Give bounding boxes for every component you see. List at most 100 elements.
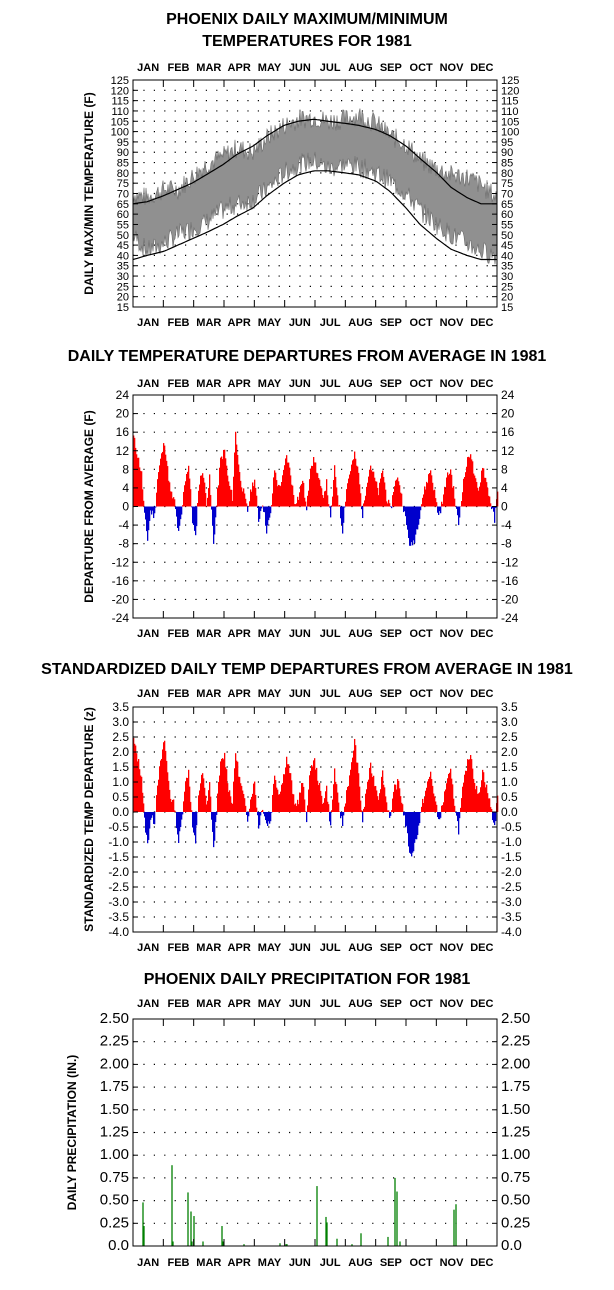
y-tick-label-left: 16	[116, 425, 130, 439]
departure-bar	[334, 465, 336, 507]
departure-bar	[410, 812, 412, 854]
departure-bar	[181, 812, 183, 820]
departure-bar	[258, 506, 260, 522]
departure-bar	[290, 773, 292, 812]
departure-bar	[277, 486, 279, 507]
departure-bar	[459, 812, 461, 819]
month-label-top: FEB	[168, 62, 190, 74]
departure-bar	[265, 506, 267, 526]
y-tick-label-right: 60	[501, 209, 513, 221]
departure-bar	[201, 774, 203, 812]
y-tick-label-left: 1.25	[100, 1124, 129, 1141]
departure-bar	[416, 812, 418, 840]
departure-bar	[298, 804, 300, 812]
y-tick-label-left: 3.0	[112, 715, 129, 729]
departure-bar	[230, 796, 232, 812]
departure-bar	[288, 764, 290, 812]
departure-bar	[236, 760, 238, 812]
departure-bar	[134, 437, 136, 507]
departure-bar	[379, 793, 381, 812]
y-tick-label-right: 95	[501, 137, 513, 149]
y-tick-label-left: 100	[111, 127, 129, 139]
departure-bar	[451, 778, 453, 812]
departure-bar	[183, 491, 185, 507]
departure-bar	[335, 476, 337, 507]
departure-bar	[495, 506, 497, 508]
departure-bar	[238, 776, 240, 812]
departure-bar	[333, 784, 335, 812]
departure-bar	[275, 472, 277, 507]
month-label-top: SEP	[380, 688, 402, 700]
departure-bar	[350, 769, 352, 812]
departure-bar	[171, 801, 173, 812]
departure-bar	[362, 812, 364, 823]
y-tick-label-right: 2.00	[501, 1055, 530, 1072]
departure-bar	[406, 812, 408, 826]
departure-bar	[388, 499, 390, 507]
departure-bar	[300, 792, 302, 812]
departure-bar	[229, 485, 231, 507]
departure-bar	[485, 787, 487, 812]
departure-bar	[148, 506, 150, 531]
departure-bar	[228, 791, 230, 812]
departure-bar	[447, 778, 449, 812]
departure-bar	[262, 505, 264, 507]
departure-bar	[157, 785, 159, 812]
month-label-top: NOV	[440, 688, 465, 700]
departure-bar	[430, 470, 432, 507]
chart-title: DAILY TEMPERATURE DEPARTURES FROM AVERAG…	[68, 348, 547, 365]
month-label-top: APR	[228, 378, 251, 390]
departure-bar	[300, 485, 302, 507]
departure-bar	[282, 783, 284, 812]
departure-bar	[143, 500, 145, 507]
departure-bar	[252, 482, 254, 507]
departure-bar	[337, 495, 339, 507]
departure-bar	[140, 775, 142, 812]
departure-bar	[441, 501, 443, 507]
departure-bar	[150, 812, 152, 820]
departure-bar	[328, 504, 330, 507]
plot-frame	[132, 706, 498, 933]
departure-bar	[484, 477, 486, 507]
departure-bar	[475, 789, 477, 812]
departure-bar	[440, 812, 442, 818]
departure-bar	[207, 800, 209, 812]
y-tick-label-left: 0.50	[100, 1192, 129, 1209]
departure-bar	[338, 802, 340, 812]
departure-bar	[166, 460, 168, 507]
departure-bar	[453, 798, 455, 812]
departure-bar	[299, 792, 301, 812]
departure-bar	[413, 812, 415, 852]
y-tick-label-left: -1.0	[108, 835, 129, 849]
y-tick-label-left: 20	[117, 292, 129, 304]
y-tick-label-left: 0.0	[112, 805, 129, 819]
y-tick-label-left: -0.5	[108, 820, 129, 834]
departure-bar	[185, 781, 187, 812]
departure-bar	[416, 506, 418, 530]
month-label-bottom: AUG	[348, 628, 372, 640]
y-tick-label-right: -1.5	[501, 850, 522, 864]
month-label-bottom: JUN	[289, 628, 311, 640]
departure-bar	[422, 497, 424, 507]
departure-bar	[455, 812, 457, 813]
departure-bar	[332, 496, 334, 507]
departure-bar	[147, 506, 149, 541]
departure-bar	[146, 812, 148, 835]
y-tick-label-left: 50	[117, 230, 129, 242]
departure-bar	[490, 503, 492, 507]
month-label-top: AUG	[348, 62, 372, 74]
month-label-bottom: JAN	[137, 942, 159, 954]
departure-bar	[479, 486, 481, 507]
chart-title: PHOENIX DAILY MAXIMUM/MINIMUM	[166, 11, 448, 28]
departure-bar	[237, 761, 239, 812]
departure-bar	[143, 803, 145, 812]
y-tick-label-left: 70	[117, 189, 129, 201]
departure-bar	[210, 495, 212, 507]
departure-bar	[205, 795, 207, 812]
month-label-top: SEP	[380, 62, 402, 74]
departure-bar	[165, 454, 167, 507]
departure-bar	[271, 812, 273, 813]
departure-bar	[231, 489, 233, 507]
y-tick-label-right: 90	[501, 147, 513, 159]
